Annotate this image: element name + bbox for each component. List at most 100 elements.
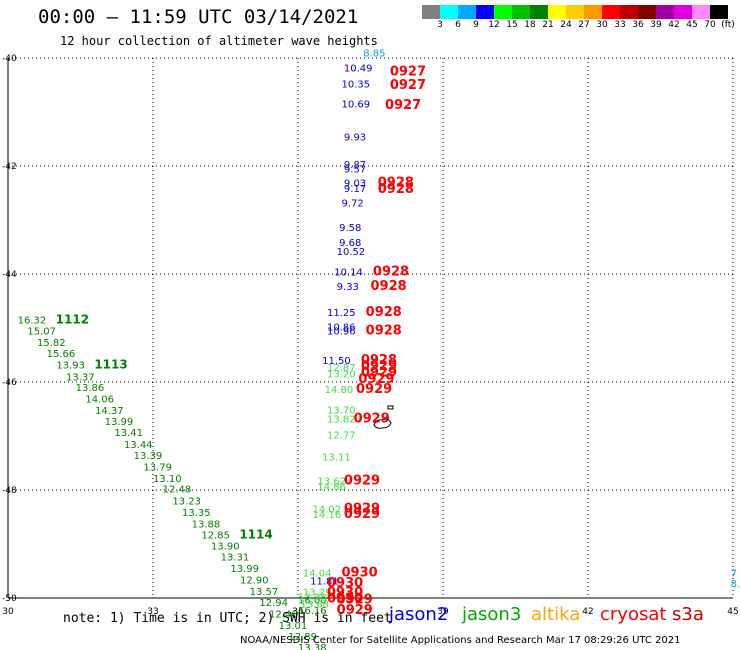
x-tick-label: 45 [727,607,738,617]
color-scale-label: 24 [560,20,572,30]
data-label-jason2: 9.17 [344,184,366,195]
y-tick-label: -50 [2,594,17,604]
data-label-jason3: 13.01 [279,621,308,632]
pass-label-cryosat: 0929 [358,372,394,387]
color-swatch [494,5,512,19]
data-label-jason3: 12.89 [288,632,317,643]
color-swatch [674,5,692,19]
data-label-jason2: 9.87 [344,160,366,171]
color-swatch [638,5,656,19]
pass-label-cryosat: 0928 [366,305,402,320]
chart-title: 00:00 – 11:59 UTC 03/14/2021 [38,6,359,28]
legend-altika: altika [531,604,581,625]
color-swatch [584,5,602,19]
data-label-jason3: 13.38 [298,643,327,650]
color-scale-label: (ft) [721,20,735,30]
x-tick-label: 39 [437,607,449,617]
color-scale-label: 12 [488,20,500,30]
data-label-jason2: 9.58 [339,223,361,234]
data-label-jason3: 13.86 [76,383,105,394]
x-tick-label: 33 [147,607,158,617]
x-tick-label: 36 [292,607,304,617]
pass-label-cryosat: 0928 [373,265,409,280]
data-label-jason2: 10.52 [337,247,366,258]
data-label-jason2: 11.81 [310,577,339,588]
data-label-s3a: 14.80 [325,385,354,396]
color-scale-bar [422,5,728,19]
data-label-jason3: 13.44 [124,440,153,451]
pass-label-cryosat: 0929 [356,382,392,397]
pass-label-jason3: 1114 [239,528,272,542]
pass-label-cryosat: 0928 [371,279,407,294]
data-label-near-edge: 7 [731,568,737,579]
data-label-jason3: 15.82 [37,338,66,349]
color-swatch [530,5,548,19]
pass-label-cryosat: 0929 [337,592,373,607]
color-scale-label: 18 [524,20,536,30]
data-label-jason2: 9.03 [344,179,366,190]
color-swatch [620,5,638,19]
y-tick-label: -48 [2,486,17,496]
color-swatch [602,5,620,19]
pass-label-cryosat: 0930 [327,591,363,606]
data-label-s3a: 13.70 [327,405,356,416]
y-tick-label: -44 [2,270,17,280]
y-tick-label: -40 [2,54,17,64]
chart-subtitle: 12 hour collection of altimeter wave hei… [60,34,378,48]
data-label-jason2: 9.72 [342,199,364,210]
data-label-s3a: 13.62 [317,477,346,488]
data-label-jason2: 11.25 [327,308,356,319]
legend-jason2: jason2 [389,604,449,625]
color-scale-label: 9 [473,20,479,30]
note-text: note: 1) Time is in UTC; 2) SWH is in fe… [63,611,392,626]
data-label-near-edge: 8.85 [363,48,385,59]
data-label-s3a: 12.77 [327,431,356,442]
data-label-jason2: 10.35 [342,80,371,91]
data-label-jason3: 13.39 [134,451,163,462]
data-label-jason3: 13.23 [172,497,201,508]
data-label-s3a: 13.20 [327,370,356,381]
data-label-jason2: 10.49 [344,64,373,75]
data-label-jason3: 13.99 [105,417,134,428]
color-scale-label: 27 [578,20,590,30]
data-label-s3a: 14.04 [303,568,332,579]
data-label-jason3: 13.93 [56,361,85,372]
pass-label-cryosat: 0930 [327,585,363,600]
data-label-jason3: 13.57 [250,587,279,598]
island-outline [373,418,392,429]
data-label-jason3: 15.07 [27,326,56,337]
data-label-jason2: 10.96 [327,326,356,337]
pass-label-cryosat: 0929 [344,502,380,517]
data-label-jason3: 13.88 [192,519,221,530]
color-scale-label: 70 [704,20,716,30]
color-scale-labels: 3 6 9 12 15 18 21 24 27 30 33 36 39 42 45 70 (ft) [422,20,740,32]
color-swatch [458,5,476,19]
data-label-jason3: 13.41 [114,428,143,439]
data-label-s3a: 13.82 [327,415,356,426]
data-label-jason3: 15.66 [47,349,76,360]
pass-label-cryosat: 0929 [344,474,380,489]
data-label-s3a: 12.87 [327,363,356,374]
legend-cryosat: cryosat [600,604,667,625]
pass-label-cryosat: 0929 [337,603,373,618]
y-tick-label: -46 [2,378,17,388]
pass-label-jason3: 1112 [56,313,89,327]
islet-outline [387,405,394,410]
footer-credit: NOAA/NESDIS Center for Satellite Applica… [240,635,681,646]
data-label-jason3: 12.90 [240,575,269,586]
color-scale-label: 39 [650,20,662,30]
data-label-jason3: 13.79 [143,463,172,474]
data-label-s3a: 13.29 [303,587,332,598]
data-label-jason3: 12.48 [163,485,192,496]
data-label-s3a: 13.98 [298,593,327,604]
color-swatch [422,5,440,19]
data-label-jason2: 9.57 [344,164,366,175]
color-swatch [692,5,710,19]
pass-label-cryosat: 0928 [366,323,402,338]
data-label-jason2: 9.93 [344,133,366,144]
data-label-jason3: 13.35 [182,508,211,519]
data-label-jason3: 12.46 [269,609,298,620]
pass-label-cryosat: 0928 [378,176,414,191]
legend-jason3: jason3 [462,604,522,625]
